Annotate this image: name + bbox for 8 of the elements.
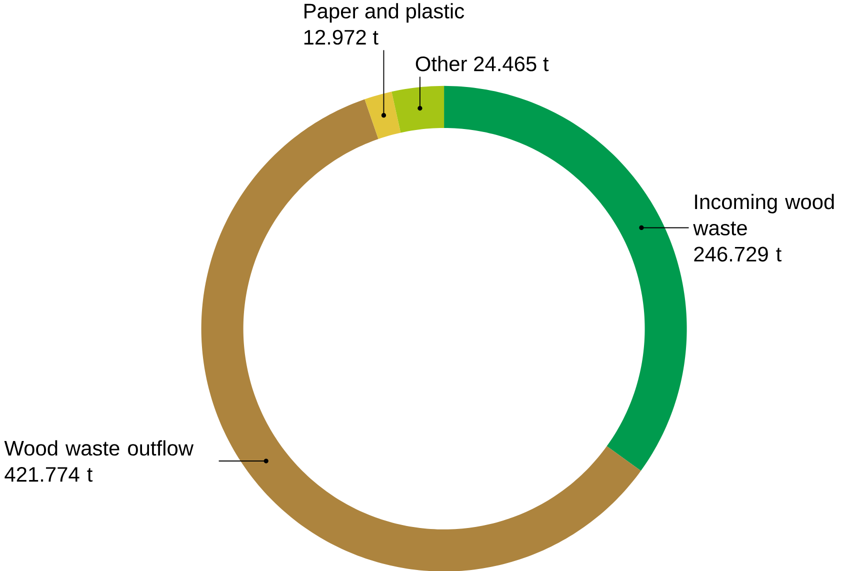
slice-label: Other <box>416 56 467 72</box>
data-label: 12.972 t <box>304 30 378 44</box>
slice-label: Incoming wood waste <box>693 194 834 236</box>
data-label: 421.774 t <box>4 466 93 482</box>
slice-label: Wood waste outflow <box>4 440 194 456</box>
slice-label: Paper and plastic <box>304 2 464 22</box>
data-label: 246.729 t <box>694 246 782 262</box>
data-label: 24.465 t <box>474 56 549 72</box>
